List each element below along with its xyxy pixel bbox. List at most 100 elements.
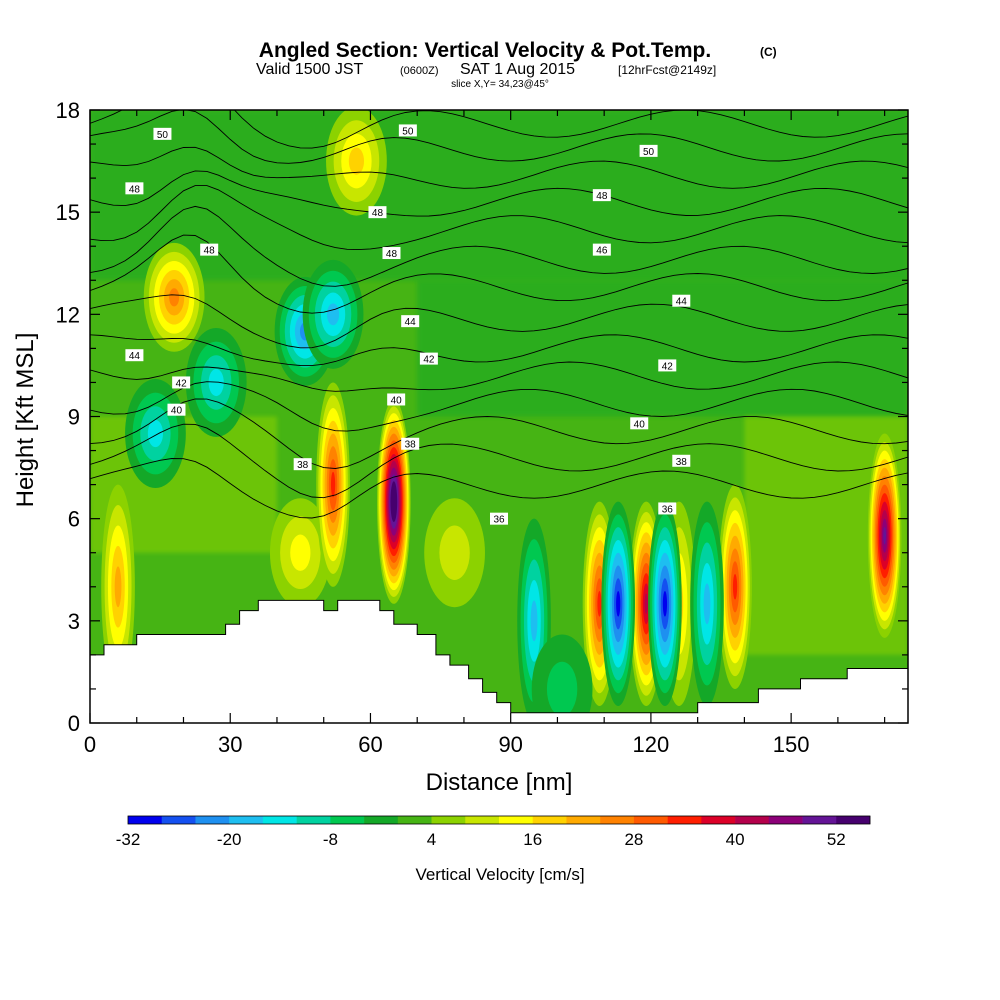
svg-text:50: 50	[402, 126, 414, 137]
downdraft-core-18	[648, 501, 682, 706]
isentrope-line	[90, 398, 908, 469]
svg-text:48: 48	[386, 249, 398, 260]
updraft-core-3	[316, 382, 350, 587]
isentrope-label: 44	[125, 349, 144, 362]
colorbar-swatch	[600, 816, 635, 824]
colorbar-tick-label: 16	[523, 830, 542, 849]
colorbar-swatch	[262, 816, 297, 824]
terrain-mask	[90, 599, 908, 723]
svg-text:46: 46	[596, 246, 608, 257]
svg-text:44: 44	[676, 297, 688, 308]
downdraft-core-13	[302, 259, 364, 369]
isentrope-label: 40	[167, 403, 186, 417]
colorbar-swatch	[532, 816, 567, 824]
isentrope-label: 48	[382, 247, 401, 260]
svg-text:48: 48	[372, 208, 384, 219]
svg-text:38: 38	[405, 440, 417, 451]
svg-text:40: 40	[634, 419, 646, 430]
updraft-core-10	[718, 484, 752, 689]
isentrope-line	[90, 458, 908, 519]
updraft-core-4	[326, 110, 387, 216]
colorbar-swatch	[330, 816, 365, 824]
colorbar-swatch	[802, 816, 837, 824]
colorbar-swatch	[229, 816, 264, 824]
isentrope-labels: 50 50 50 48 48 48 48 48 46 44 44 44 42 42 42 40 40 40 38 38…	[125, 124, 691, 526]
isentrope-contours	[90, 110, 908, 519]
downdraft-core-14	[125, 379, 186, 489]
y-tick-label: 12	[56, 302, 80, 327]
x-axis-ticks: 0 30 60 90 120 150	[84, 110, 886, 757]
svg-text:48: 48	[129, 184, 141, 195]
colorbar-tick-label: 28	[624, 830, 643, 849]
isentrope-label: 50	[639, 144, 658, 158]
colorbar-swatch	[735, 816, 770, 824]
x-tick-label: 150	[773, 732, 810, 757]
colorbar-swatch	[633, 816, 668, 824]
colorbar-swatch	[701, 816, 736, 824]
updraft-core-6	[424, 498, 485, 608]
svg-text:38: 38	[676, 457, 688, 468]
colorbar-swatch	[195, 816, 230, 824]
isentrope-label: 40	[630, 417, 649, 430]
svg-text:(0600Z): (0600Z)	[400, 65, 439, 77]
downdraft-core-19	[690, 501, 724, 706]
colorbar-swatch	[128, 816, 163, 824]
downdraft-core-20	[531, 634, 593, 723]
colorbar-swatch	[566, 816, 601, 824]
updraft-core-1	[101, 484, 135, 689]
isentrope-line	[90, 361, 908, 392]
x-tick-label: 60	[358, 732, 382, 757]
isentrope-label: 48	[368, 206, 387, 219]
y-tick-label: 9	[68, 405, 80, 430]
isentrope-label: 42	[172, 376, 191, 389]
svg-text:36: 36	[493, 515, 505, 526]
isentrope-line	[90, 110, 908, 164]
updraft-core-0	[143, 242, 205, 352]
isentrope-label: 48	[200, 243, 219, 257]
isentrope-line	[90, 185, 908, 251]
isentrope-label: 42	[658, 359, 677, 372]
svg-text:48: 48	[596, 191, 608, 202]
updraft-core-11	[867, 433, 902, 638]
y-tick-label: 0	[68, 711, 80, 736]
isentrope-label: 48	[125, 182, 144, 195]
svg-text:50: 50	[157, 130, 169, 141]
colorbar-swatch	[836, 816, 871, 824]
isentrope-line	[90, 110, 908, 149]
colorbar-swatch	[431, 816, 466, 824]
colorbar-tick-label: 52	[827, 830, 846, 849]
svg-text:36: 36	[662, 504, 674, 515]
x-tick-label: 0	[84, 732, 96, 757]
svg-text:44: 44	[129, 351, 141, 362]
isentrope-line	[90, 170, 908, 217]
x-tick-label: 30	[218, 732, 242, 757]
svg-text:42: 42	[423, 355, 435, 366]
isentrope-line	[90, 423, 908, 499]
field-band-0	[90, 110, 908, 281]
chart-title: Angled Section: Vertical Velocity & Pot.…	[259, 39, 711, 62]
isentrope-label: 36	[490, 512, 508, 526]
updraft-core-5	[377, 399, 411, 604]
x-axis-label: Distance [nm]	[426, 769, 573, 796]
colorbar-tick-label: -8	[323, 830, 338, 849]
svg-text:40: 40	[171, 406, 183, 417]
colorbar-swatch	[465, 816, 500, 824]
svg-text:[12hrFcst@2149z]: [12hrFcst@2149z]	[618, 63, 716, 77]
svg-text:42: 42	[176, 378, 188, 389]
downdraft-core-17	[601, 501, 636, 706]
colorbar-swatch	[296, 816, 331, 824]
isentrope-line	[90, 381, 908, 432]
isentrope-label: 36	[658, 502, 677, 515]
title-units: (C)	[760, 45, 777, 59]
updraft-core-2	[269, 498, 331, 608]
chart-subtitle-slice: slice X,Y= 34,23@45°	[451, 79, 549, 90]
svg-text:50: 50	[643, 147, 655, 158]
isentrope-line	[90, 146, 908, 189]
svg-text:40: 40	[391, 395, 403, 406]
colorbar: -32 -20 -8 4 16 28 40 52	[116, 815, 871, 849]
svg-text:44: 44	[405, 317, 417, 328]
svg-text:48: 48	[204, 246, 216, 257]
colorbar-swatch	[768, 816, 803, 824]
